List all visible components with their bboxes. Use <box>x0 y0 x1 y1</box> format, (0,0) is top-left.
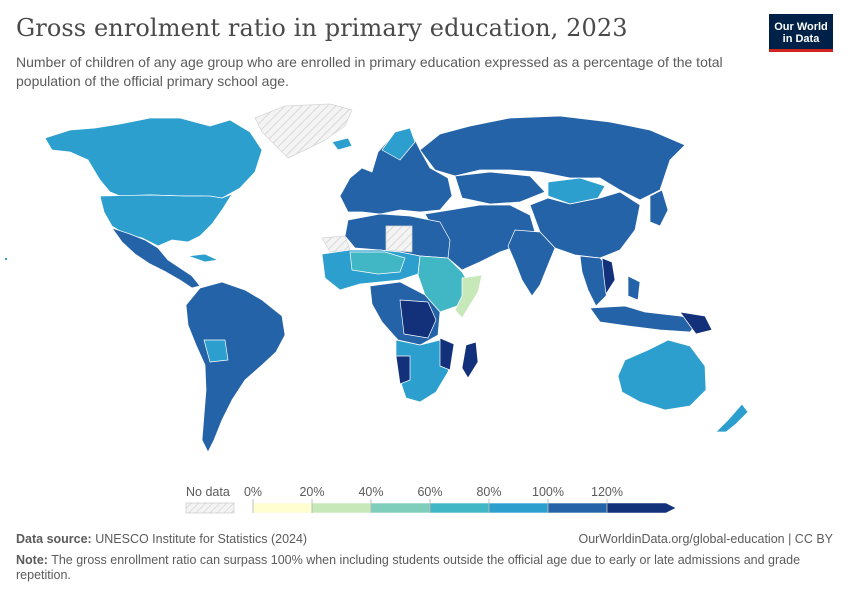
region-somalia[interactable] <box>454 274 483 319</box>
region-russia[interactable] <box>419 115 686 201</box>
region-europe[interactable] <box>339 129 453 215</box>
footnote: Note: The gross enrollment ratio can sur… <box>16 553 816 583</box>
legend-bin-0[interactable] <box>252 502 313 514</box>
region-mozambique[interactable] <box>439 337 455 371</box>
region-drc[interactable] <box>399 299 437 339</box>
owid-logo[interactable]: Our World in Data <box>769 14 833 52</box>
region-vietnam[interactable] <box>601 257 616 295</box>
region-kazakhstan[interactable] <box>454 171 546 205</box>
legend-tick-label: 100% <box>532 485 564 499</box>
legend-tick-label: 20% <box>299 485 324 499</box>
legend-bin-6[interactable] <box>606 502 677 514</box>
region-namibia[interactable] <box>395 355 411 385</box>
region-papua[interactable] <box>679 311 713 335</box>
note-text: The gross enrollment ratio can surpass 1… <box>16 553 801 582</box>
region-canada[interactable] <box>44 117 263 199</box>
region-iceland[interactable] <box>331 137 353 151</box>
legend-tick-label: 80% <box>476 485 501 499</box>
legend-bin-2[interactable] <box>370 502 431 514</box>
legend-tick-label: 0% <box>244 485 262 499</box>
chart-title: Gross enrolment ratio in primary educati… <box>16 14 628 42</box>
legend-ticks: 0% 20% 40% 60% 80% 100% 120% <box>244 485 623 513</box>
legend-bin-4[interactable] <box>488 502 549 514</box>
chart-subtitle: Number of children of any age group who … <box>16 54 723 89</box>
world-map[interactable] <box>0 96 850 476</box>
legend-bin-1[interactable] <box>311 502 372 514</box>
region-new-zealand[interactable] <box>715 403 749 433</box>
legend-no-data-swatch <box>185 502 235 514</box>
region-indonesia[interactable] <box>589 305 701 333</box>
region-hawaii[interactable] <box>4 257 8 261</box>
legend-tick-label: 40% <box>358 485 383 499</box>
region-scandinavia[interactable] <box>381 127 416 161</box>
region-south-america[interactable] <box>185 281 286 453</box>
source-url[interactable]: OurWorldinData.org/global-education | CC… <box>578 532 833 546</box>
region-philippines[interactable] <box>627 275 641 301</box>
logo-line-2: in Data <box>782 33 820 45</box>
region-australia[interactable] <box>617 339 707 411</box>
data-source-label: Data source: <box>16 532 92 546</box>
region-sahara-nodata[interactable] <box>321 235 351 253</box>
legend-bin-3[interactable] <box>429 502 490 514</box>
region-mongolia[interactable] <box>547 177 606 205</box>
region-mexico[interactable] <box>111 227 201 289</box>
legend-tick-label: 120% <box>591 485 623 499</box>
data-source-value[interactable]: UNESCO Institute for Statistics (2024) <box>95 532 308 546</box>
region-madagascar[interactable] <box>461 341 479 379</box>
region-bolivia[interactable] <box>203 339 229 363</box>
legend-no-data-label: No data <box>186 485 230 499</box>
region-india[interactable] <box>507 229 556 297</box>
region-greenland[interactable] <box>254 103 353 159</box>
note-label: Note: <box>16 553 48 567</box>
logo-line-1: Our World <box>774 21 828 33</box>
region-sahel[interactable] <box>349 251 406 275</box>
data-source: Data source: UNESCO Institute for Statis… <box>16 532 307 546</box>
map-legend: No data 0% 20% 40% 60% 80% 100% 120% <box>185 485 677 514</box>
region-caribbean[interactable] <box>187 253 219 263</box>
region-japan[interactable] <box>649 189 669 227</box>
legend-bin-5[interactable] <box>547 502 608 514</box>
legend-tick-label: 60% <box>417 485 442 499</box>
region-libya-nodata[interactable] <box>385 225 413 253</box>
legend-bins <box>252 502 677 514</box>
